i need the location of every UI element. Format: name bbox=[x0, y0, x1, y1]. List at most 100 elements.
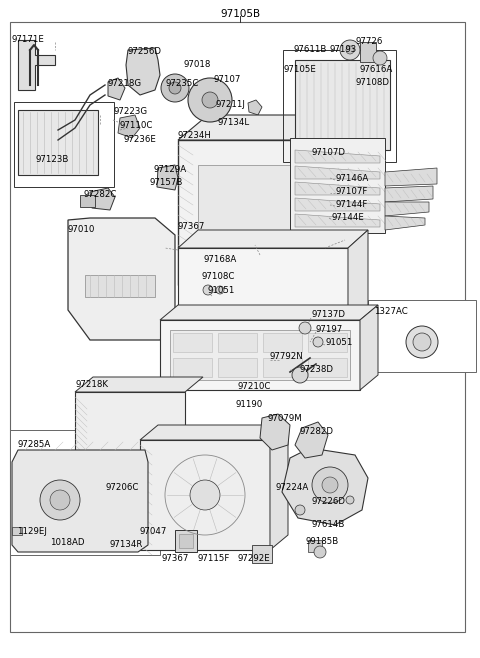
Bar bbox=[328, 135, 348, 147]
Polygon shape bbox=[323, 115, 353, 285]
Polygon shape bbox=[260, 414, 290, 450]
Text: 97234H: 97234H bbox=[178, 131, 212, 140]
Bar bbox=[328, 225, 348, 237]
Text: 97236E: 97236E bbox=[124, 135, 157, 144]
Text: 97616A: 97616A bbox=[360, 65, 393, 74]
Text: 97137D: 97137D bbox=[311, 310, 345, 319]
Text: 97210C: 97210C bbox=[238, 382, 271, 391]
Bar bbox=[218, 358, 257, 377]
Bar bbox=[140, 440, 270, 550]
Bar bbox=[10, 430, 160, 555]
Bar bbox=[308, 358, 347, 377]
Polygon shape bbox=[295, 198, 380, 211]
Bar bbox=[328, 207, 348, 219]
Polygon shape bbox=[385, 202, 429, 216]
Text: 97206C: 97206C bbox=[106, 483, 139, 492]
Text: 97611B: 97611B bbox=[293, 45, 326, 54]
Circle shape bbox=[346, 46, 354, 54]
Polygon shape bbox=[18, 40, 55, 90]
Text: 97107D: 97107D bbox=[311, 148, 345, 157]
Circle shape bbox=[190, 480, 220, 510]
Circle shape bbox=[373, 51, 387, 65]
Bar bbox=[175, 530, 197, 552]
Circle shape bbox=[313, 337, 323, 347]
Text: 97157B: 97157B bbox=[149, 178, 182, 187]
Polygon shape bbox=[157, 165, 178, 190]
Circle shape bbox=[322, 477, 338, 493]
Text: 97110C: 97110C bbox=[120, 121, 154, 130]
Bar bbox=[218, 333, 257, 352]
Text: 97047: 97047 bbox=[139, 527, 167, 536]
Bar bbox=[18, 110, 98, 175]
Text: 91051: 91051 bbox=[208, 286, 235, 295]
Bar bbox=[263, 333, 302, 352]
Text: 91051: 91051 bbox=[325, 338, 352, 347]
Text: 97256D: 97256D bbox=[128, 47, 162, 56]
Bar bbox=[263, 358, 302, 377]
Text: 97129A: 97129A bbox=[154, 165, 187, 174]
Bar bbox=[328, 189, 348, 201]
Polygon shape bbox=[75, 377, 203, 392]
Polygon shape bbox=[348, 230, 368, 328]
Polygon shape bbox=[108, 78, 125, 100]
Bar bbox=[179, 534, 193, 548]
Bar bbox=[328, 153, 348, 165]
Text: 97285A: 97285A bbox=[17, 440, 50, 449]
Bar bbox=[198, 165, 303, 260]
Text: 97134L: 97134L bbox=[218, 118, 250, 127]
Text: 97292E: 97292E bbox=[237, 554, 270, 563]
Bar bbox=[328, 243, 348, 255]
Text: 97168A: 97168A bbox=[204, 255, 237, 264]
Text: 97226D: 97226D bbox=[311, 497, 345, 506]
Polygon shape bbox=[183, 130, 225, 162]
Text: 97193: 97193 bbox=[330, 45, 357, 54]
Text: 97282C: 97282C bbox=[84, 190, 118, 199]
Bar bbox=[12, 527, 22, 535]
Circle shape bbox=[188, 78, 232, 122]
Bar bbox=[170, 330, 350, 380]
Polygon shape bbox=[160, 305, 378, 320]
Bar bbox=[173, 333, 212, 352]
Circle shape bbox=[340, 40, 360, 60]
Text: 97211J: 97211J bbox=[216, 100, 246, 109]
Polygon shape bbox=[178, 230, 368, 248]
Text: 97010: 97010 bbox=[68, 225, 96, 234]
Text: 97367: 97367 bbox=[178, 222, 205, 231]
Bar bbox=[360, 42, 376, 62]
Text: 97108D: 97108D bbox=[356, 78, 390, 87]
Polygon shape bbox=[90, 188, 115, 210]
Polygon shape bbox=[178, 115, 353, 140]
Circle shape bbox=[50, 490, 70, 510]
Bar bbox=[14, 102, 114, 187]
Polygon shape bbox=[360, 305, 378, 390]
Circle shape bbox=[216, 286, 224, 294]
Text: 97018: 97018 bbox=[183, 60, 210, 69]
Bar bbox=[75, 392, 185, 502]
Text: 97134R: 97134R bbox=[110, 540, 144, 549]
Circle shape bbox=[413, 333, 431, 351]
Text: 97105E: 97105E bbox=[284, 65, 317, 74]
Polygon shape bbox=[385, 216, 425, 230]
Polygon shape bbox=[270, 425, 288, 550]
Polygon shape bbox=[295, 422, 328, 458]
Text: 97282D: 97282D bbox=[300, 427, 334, 436]
Bar bbox=[178, 140, 323, 285]
Circle shape bbox=[202, 92, 218, 108]
Bar bbox=[308, 333, 347, 352]
Polygon shape bbox=[295, 150, 380, 163]
Circle shape bbox=[169, 82, 181, 94]
Text: 97107: 97107 bbox=[213, 75, 240, 84]
Circle shape bbox=[295, 505, 305, 515]
Polygon shape bbox=[295, 182, 380, 195]
Text: 97223G: 97223G bbox=[113, 107, 147, 116]
Text: 99185B: 99185B bbox=[305, 537, 338, 546]
Text: 97144F: 97144F bbox=[335, 200, 367, 209]
Text: 97123B: 97123B bbox=[36, 155, 70, 164]
Text: 97218G: 97218G bbox=[107, 79, 141, 88]
Circle shape bbox=[346, 496, 354, 504]
Text: 97171E: 97171E bbox=[12, 35, 45, 44]
Polygon shape bbox=[248, 100, 262, 115]
Bar bbox=[290, 138, 385, 233]
Bar bbox=[85, 275, 155, 297]
Text: 97146A: 97146A bbox=[335, 174, 368, 183]
